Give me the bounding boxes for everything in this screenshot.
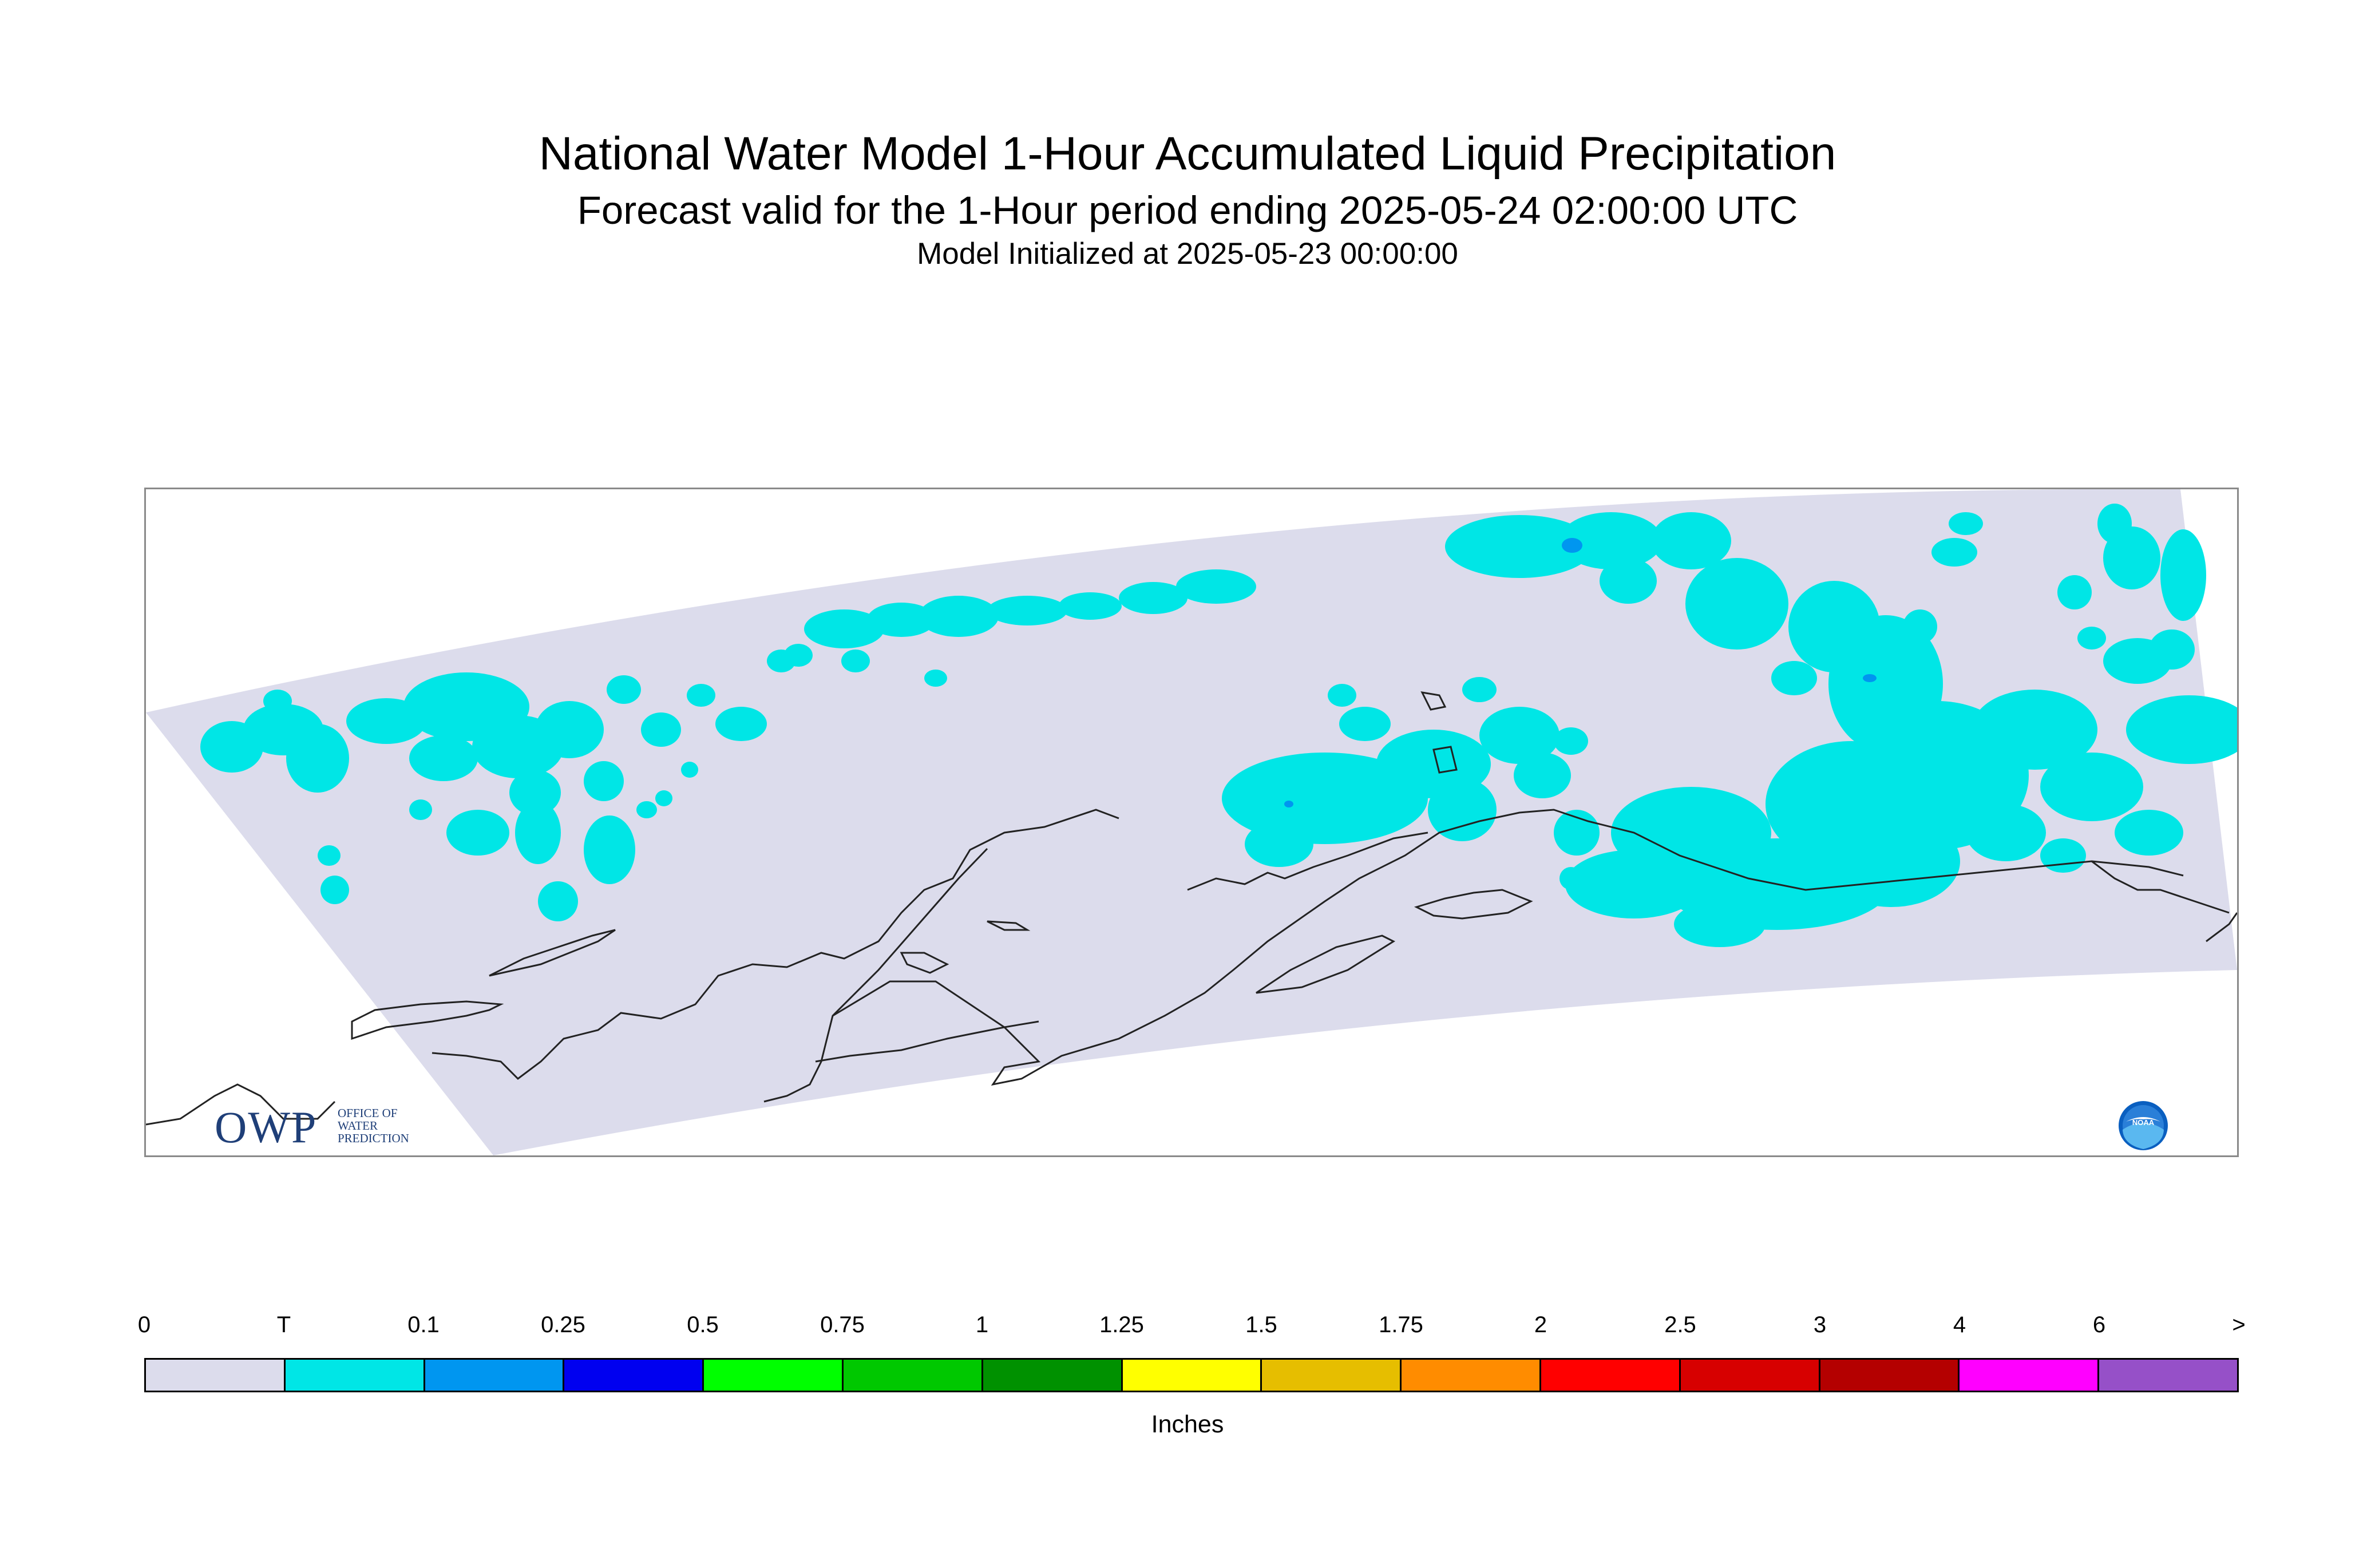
kenai-islands-coast (1187, 831, 1428, 891)
legend-swatch-3 (564, 1360, 704, 1391)
lake-clark (987, 920, 1031, 931)
legend-tick-label: 2 (1534, 1312, 1547, 1337)
legend-tick-label: > (2232, 1312, 2246, 1337)
legend-swatch-12 (1820, 1360, 1960, 1391)
legend-swatch-13 (1960, 1360, 2100, 1391)
noaa-logo: NOAA (2119, 1101, 2168, 1150)
precip-patch-north (784, 569, 1256, 687)
aleutian-islands (146, 1083, 336, 1126)
lake-interior-2 (1432, 746, 1458, 774)
bristol-bay-island (351, 1000, 504, 1040)
legend-swatch-11 (1680, 1360, 1820, 1391)
legend-swatch-5 (843, 1360, 983, 1391)
kodiak-island (1256, 935, 1396, 994)
owp-logo-line-1: OFFICE OF (338, 1106, 398, 1120)
precip-patch-central (1222, 677, 1600, 890)
legend-swatch-9 (1402, 1360, 1541, 1391)
model-initialized-line: Model Initialized at 2025-05-23 00:00:00 (917, 237, 1458, 271)
eastern-inlet (2206, 912, 2237, 943)
alaska-peninsula (815, 1020, 1039, 1063)
legend-swatch-6 (983, 1360, 1123, 1391)
map-title: National Water Model 1-Hour Accumulated … (539, 128, 1836, 180)
legend-tick-label: 1 (975, 1312, 989, 1337)
legend-tick-label: 0.5 (687, 1312, 719, 1337)
precipitation-legend: 0 T 0.1 0.25 0.5 0.75 1 1.25 1.5 1.75 2 2.5 3 4 6 > (138, 1312, 2246, 1427)
legend-tick-label: 1.25 (1099, 1312, 1144, 1337)
legend-swatch-7 (1122, 1360, 1262, 1391)
legend-tick-label: 3 (1813, 1312, 1827, 1337)
owp-logo: OWP OFFICE OF WATER PREDICTION (215, 1104, 426, 1150)
legend-swatch-10 (1541, 1360, 1681, 1391)
noaa-logo-text: NOAA (2132, 1118, 2155, 1127)
legend-tick-label: 0 (137, 1312, 151, 1337)
legend-tick-label: 0.75 (820, 1312, 865, 1337)
legend-swatch-14 (2099, 1360, 2237, 1391)
legend-tick-label: 1.5 (1245, 1312, 1277, 1337)
model-domain-area (146, 489, 2237, 1155)
legend-swatch-0 (146, 1360, 286, 1391)
cook-inlet-coast (763, 848, 988, 1103)
legend-swatch-1 (285, 1360, 425, 1391)
precip-patch-east (1445, 504, 2237, 947)
owp-logo-line-3: PREDICTION (338, 1131, 409, 1145)
legend-tick-label: 4 (1953, 1312, 1966, 1337)
precip-patch-west (200, 650, 795, 921)
legend-units-label: Inches (1151, 1411, 1224, 1438)
alaska-coastline (432, 809, 1119, 1080)
legend-swatch-2 (425, 1360, 565, 1391)
legend-swatch-4 (704, 1360, 844, 1391)
owp-logo-line-2: WATER (338, 1119, 378, 1133)
legend-tick-label: 0.25 (541, 1312, 585, 1337)
lake-interior (1420, 691, 1447, 711)
legend-tick-label: T (276, 1312, 291, 1337)
map-panel (144, 488, 2239, 1157)
forecast-valid-subtitle: Forecast valid for the 1-Hour period end… (577, 188, 1798, 232)
precipitation-areas (200, 504, 2237, 947)
legend-tick-label: 1.75 (1379, 1312, 1423, 1337)
legend-colorbar (144, 1358, 2239, 1392)
legend-tick-label: 2.5 (1664, 1312, 1696, 1337)
east-coast-shore (2091, 860, 2230, 914)
legend-tick-label: 0.1 (407, 1312, 440, 1337)
lake-iliamna (900, 952, 949, 974)
legend-tick-label: 6 (2092, 1312, 2106, 1337)
precipitation-map (146, 489, 2237, 1155)
precipitation-light-spots (1284, 538, 1877, 807)
legend-swatch-8 (1262, 1360, 1402, 1391)
nunivak-island (489, 929, 616, 977)
peninsula-south-coast (832, 809, 2184, 1086)
prince-william-sound (1414, 889, 1533, 920)
coastline-layer (146, 691, 2237, 1126)
owp-logo-mark: OWP (215, 1102, 318, 1152)
